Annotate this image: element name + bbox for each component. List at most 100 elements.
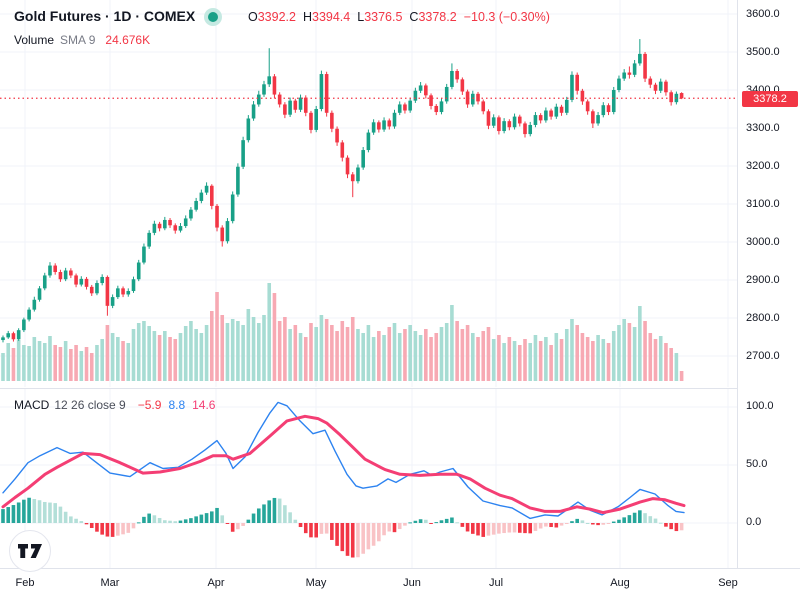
candle <box>173 225 178 231</box>
macd-histogram-bar <box>481 523 486 537</box>
volume-bar <box>606 343 611 381</box>
macd-histogram-bar <box>330 523 334 540</box>
macd-histogram-bar <box>502 523 506 534</box>
candle <box>638 53 642 64</box>
open-label: O <box>248 10 258 24</box>
macd-histogram-bar <box>100 523 104 535</box>
candle <box>303 97 308 113</box>
price-pane[interactable] <box>0 0 737 387</box>
volume-bar <box>350 317 355 381</box>
macd-histogram-bar <box>32 498 37 523</box>
macd-histogram-bar <box>194 516 198 523</box>
volume-bar <box>37 341 42 381</box>
candle <box>74 275 78 285</box>
macd-histogram-bar <box>324 523 329 534</box>
volume-bar <box>335 331 339 381</box>
volume-legend[interactable]: Volume SMA 9 24.676K <box>14 33 150 47</box>
macd-histogram-bar <box>345 523 350 556</box>
candle <box>664 81 668 93</box>
macd-histogram-bar <box>549 523 553 528</box>
volume-bar <box>277 321 282 381</box>
macd-histogram-bar <box>283 505 287 523</box>
candle <box>502 121 506 132</box>
macd-histogram-bar <box>16 502 21 523</box>
candle <box>345 157 350 175</box>
volume-value: 24.676K <box>105 33 151 47</box>
candle <box>126 291 131 295</box>
candle <box>403 104 407 111</box>
market-status-dot-icon <box>204 8 222 26</box>
macd-legend[interactable]: MACD 12 26 close 9 −5.9 8.8 14.6 <box>14 398 215 412</box>
price-tick-label: 3100.0 <box>746 198 780 210</box>
volume-bar <box>627 323 632 381</box>
candle <box>95 283 99 294</box>
volume-bar <box>142 321 146 381</box>
macd-tick-label: 100.0 <box>746 400 774 412</box>
macd-histogram-bar <box>611 521 616 523</box>
candle <box>554 106 559 117</box>
candle <box>283 104 287 115</box>
macd-pane[interactable] <box>0 388 737 569</box>
macd-histogram-bar <box>27 497 31 523</box>
volume-bar <box>314 327 318 381</box>
volume-bar <box>147 326 151 381</box>
volume-bar <box>215 292 219 381</box>
volume-bar <box>356 329 360 381</box>
candle <box>512 116 517 128</box>
ohlc-readout: O3392.2 H3394.4 L3376.5 C3378.2 −10.3 (−0.30… <box>248 10 550 24</box>
volume-bar <box>591 341 595 381</box>
macd-histogram-bar <box>256 508 261 523</box>
macd-histogram-bar <box>465 523 470 532</box>
tradingview-logo[interactable] <box>9 530 51 572</box>
volume-bar <box>16 340 21 381</box>
candle <box>314 109 318 130</box>
macd-histogram-bar <box>152 515 157 523</box>
volume-bar <box>6 343 11 381</box>
volume-bar <box>79 351 84 381</box>
candle <box>491 117 496 126</box>
candle <box>236 166 240 195</box>
macd-histogram-bar <box>58 506 63 523</box>
candlestick-chart[interactable] <box>0 0 737 387</box>
macd-histogram-bar <box>648 516 653 523</box>
macd-histogram-bar <box>371 523 376 546</box>
candle <box>648 78 653 85</box>
candle <box>262 84 266 95</box>
macd-histogram-bar <box>136 522 141 524</box>
volume-bar <box>418 335 423 381</box>
volume-bar <box>100 339 104 381</box>
candle <box>272 76 277 95</box>
candle <box>163 219 167 229</box>
candle <box>84 278 89 287</box>
time-axis[interactable]: Feb Mar Apr May Jun Jul Aug Sep <box>0 568 800 600</box>
macd-histogram-bar <box>251 513 256 523</box>
macd-chart[interactable] <box>0 389 737 569</box>
volume-bar <box>42 343 47 381</box>
volume-bar <box>643 321 647 381</box>
candle <box>53 265 57 273</box>
candle <box>596 115 600 124</box>
price-axis[interactable]: 3600.0 3500.0 3400.0 3300.0 3200.0 3100.0 3000… <box>737 0 800 568</box>
month-label-aug: Aug <box>610 577 630 589</box>
month-label-sep: Sep <box>718 577 738 589</box>
candle <box>622 72 626 79</box>
macd-histogram-bar <box>309 523 313 538</box>
candle <box>486 111 491 126</box>
symbol-title[interactable]: Gold Futures · 1D · COMEX <box>14 8 196 24</box>
volume-bar <box>262 315 266 381</box>
volume-bar <box>69 349 73 381</box>
macd-histogram-bar <box>669 523 673 530</box>
candle <box>32 299 37 310</box>
candle <box>434 105 439 113</box>
macd-histogram-bar <box>658 522 663 524</box>
volume-bar <box>319 315 324 381</box>
volume-bar <box>246 309 251 381</box>
volume-bar <box>471 333 475 381</box>
macd-histogram-bar <box>189 518 193 523</box>
macd-histogram-bar <box>679 523 684 531</box>
volume-bar <box>549 345 553 381</box>
volume-bar <box>648 333 653 381</box>
volume-bar <box>528 343 533 381</box>
price-tick-label: 3300.0 <box>746 122 780 134</box>
close-label: C <box>409 10 419 24</box>
